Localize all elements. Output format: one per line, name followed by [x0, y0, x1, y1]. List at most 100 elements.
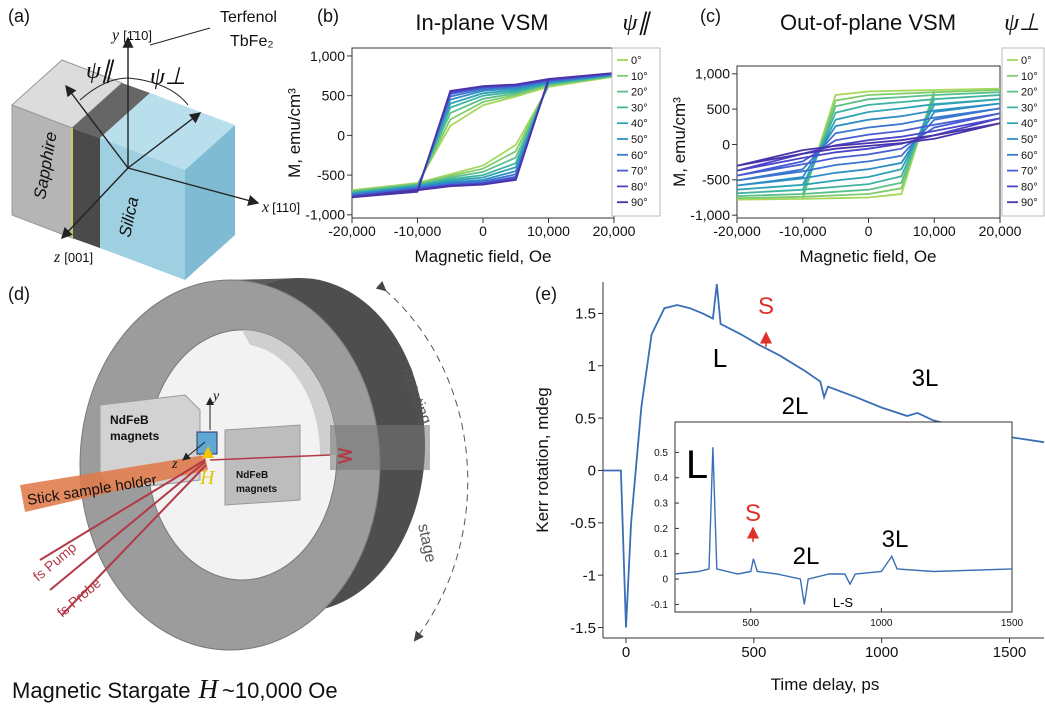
axis-label: y [1̄10] [110, 27, 152, 44]
leader [149, 27, 211, 46]
psi-label: ψ∥ [86, 58, 115, 84]
y-tick-label: -1,000 [305, 207, 345, 223]
psi-arrow [65, 84, 129, 169]
annotation: 3L [882, 526, 909, 553]
data-line [736, 107, 1001, 182]
y-tick-label: 0 [722, 136, 730, 152]
y-tick-label: -0.1 [651, 600, 669, 611]
panel-a: (a) y [1̄10] Terfenol TbFe₂ ψ∥ ψ⊥ Sapphir… [8, 6, 300, 280]
y-tick-label: -1.5 [570, 620, 596, 637]
sample-holder [20, 455, 208, 512]
silica-front [100, 138, 185, 280]
data-line [736, 87, 1001, 201]
y-tick-label: 1.5 [575, 306, 596, 323]
axis-name: x [261, 199, 269, 216]
x-tick-label: 0 [865, 223, 873, 239]
y-tick-label: 0.5 [654, 448, 668, 459]
legend-label: 90° [1021, 197, 1038, 209]
x-tick-label: -10,000 [394, 223, 442, 239]
magnet-label: NdFeB [110, 413, 149, 427]
y-tick-label: 1 [588, 358, 596, 375]
legend-label: 40° [631, 118, 648, 130]
y-tick-label: 0 [588, 463, 596, 480]
x-tick-label: 10,000 [913, 223, 956, 239]
y-axis-label: M, emu/cm³ [285, 88, 304, 178]
legend-label: 80° [1021, 181, 1038, 193]
probe-beam [61, 464, 207, 616]
stage-label: stage [414, 522, 439, 564]
y-tick-label: 0 [337, 127, 345, 143]
psi-label: ψ⊥ [150, 64, 186, 90]
reflected-beam [209, 454, 331, 461]
pump-label: fs Pump [30, 539, 80, 584]
legend-label: 90° [631, 197, 648, 209]
annotation: 2L [782, 393, 809, 420]
y-tick-label: 0.3 [654, 499, 668, 510]
x-tick-label: 1500 [993, 644, 1026, 661]
y-axis-label: M, emu/cm³ [670, 97, 689, 187]
y-tick-label: 1,000 [310, 48, 345, 64]
axis-dir: [1̄10] [123, 28, 152, 43]
data-line [674, 447, 1013, 605]
y-tick-label: -1,000 [690, 207, 730, 223]
legend-label: 80° [631, 181, 648, 193]
legend-label: 10° [631, 71, 648, 83]
chart-title: Out-of-plane VSM [780, 10, 956, 35]
y-tick-label: -500 [702, 172, 730, 188]
x-tick-label: 1000 [870, 618, 893, 629]
legend-label: 0° [1021, 55, 1032, 67]
axis-name: z [53, 249, 61, 266]
panel-d: (d) NdFeB magnets NdFeB magnets Stick sa… [8, 278, 469, 704]
x-tick-label: -20,000 [328, 223, 376, 239]
x-tick-label: 10,000 [527, 223, 570, 239]
axis-z [182, 441, 206, 461]
x-tick-label: 20,000 [979, 223, 1022, 239]
beam-band [330, 425, 430, 470]
annotation: 2L [793, 543, 820, 570]
axis-label: x [110] [261, 199, 300, 216]
panel-label: (a) [8, 6, 30, 26]
x-axis-label: Time delay, ps [771, 675, 880, 694]
axis-x [127, 167, 260, 206]
x-tick-label: 0 [479, 223, 487, 239]
legend-label: 60° [631, 150, 648, 162]
panel-label: (d) [8, 284, 30, 304]
x-tick-label: -10,000 [779, 223, 827, 239]
legend-label: 20° [631, 87, 648, 99]
x-tick-label: 500 [741, 644, 766, 661]
bore-wall [242, 330, 337, 455]
x-tick-label: 0 [622, 644, 630, 661]
annotation: S [758, 293, 774, 320]
annotation: L [686, 443, 708, 487]
y-tick-label: -0.5 [570, 515, 596, 532]
legend-label: 20° [1021, 87, 1038, 99]
axis-dir: [110] [272, 200, 300, 215]
data-line [736, 122, 1001, 167]
data-line [736, 89, 1001, 200]
plot-frame [674, 421, 1013, 613]
legend-label: 70° [1021, 166, 1038, 178]
panel-label: (c) [700, 6, 721, 26]
legend-title: ψ∥ [623, 10, 652, 36]
y-tick-label: 1,000 [695, 66, 730, 82]
legend-title: ψ⊥ [1004, 10, 1040, 36]
y-tick-label: -500 [317, 167, 345, 183]
y-tick-label: 500 [322, 88, 346, 104]
annotation: L [713, 343, 727, 373]
data-line [736, 102, 1001, 187]
rotation-arc [375, 280, 469, 642]
terfenol-top [72, 83, 150, 138]
y-tick-label: 500 [707, 101, 731, 117]
field-marker [202, 446, 214, 458]
chart-title: In-plane VSM [415, 10, 548, 35]
y-tick-label: -1 [583, 567, 596, 584]
x-tick-label: -20,000 [713, 223, 761, 239]
y-tick-label: 0.5 [575, 410, 596, 427]
silica-side [185, 125, 235, 280]
probe-beam [49, 461, 206, 591]
legend-label: 0° [631, 55, 642, 67]
legend-label: 50° [631, 134, 648, 146]
caption-field: H [198, 674, 220, 704]
y-axis-label: Kerr rotation, mdeg [533, 387, 552, 533]
